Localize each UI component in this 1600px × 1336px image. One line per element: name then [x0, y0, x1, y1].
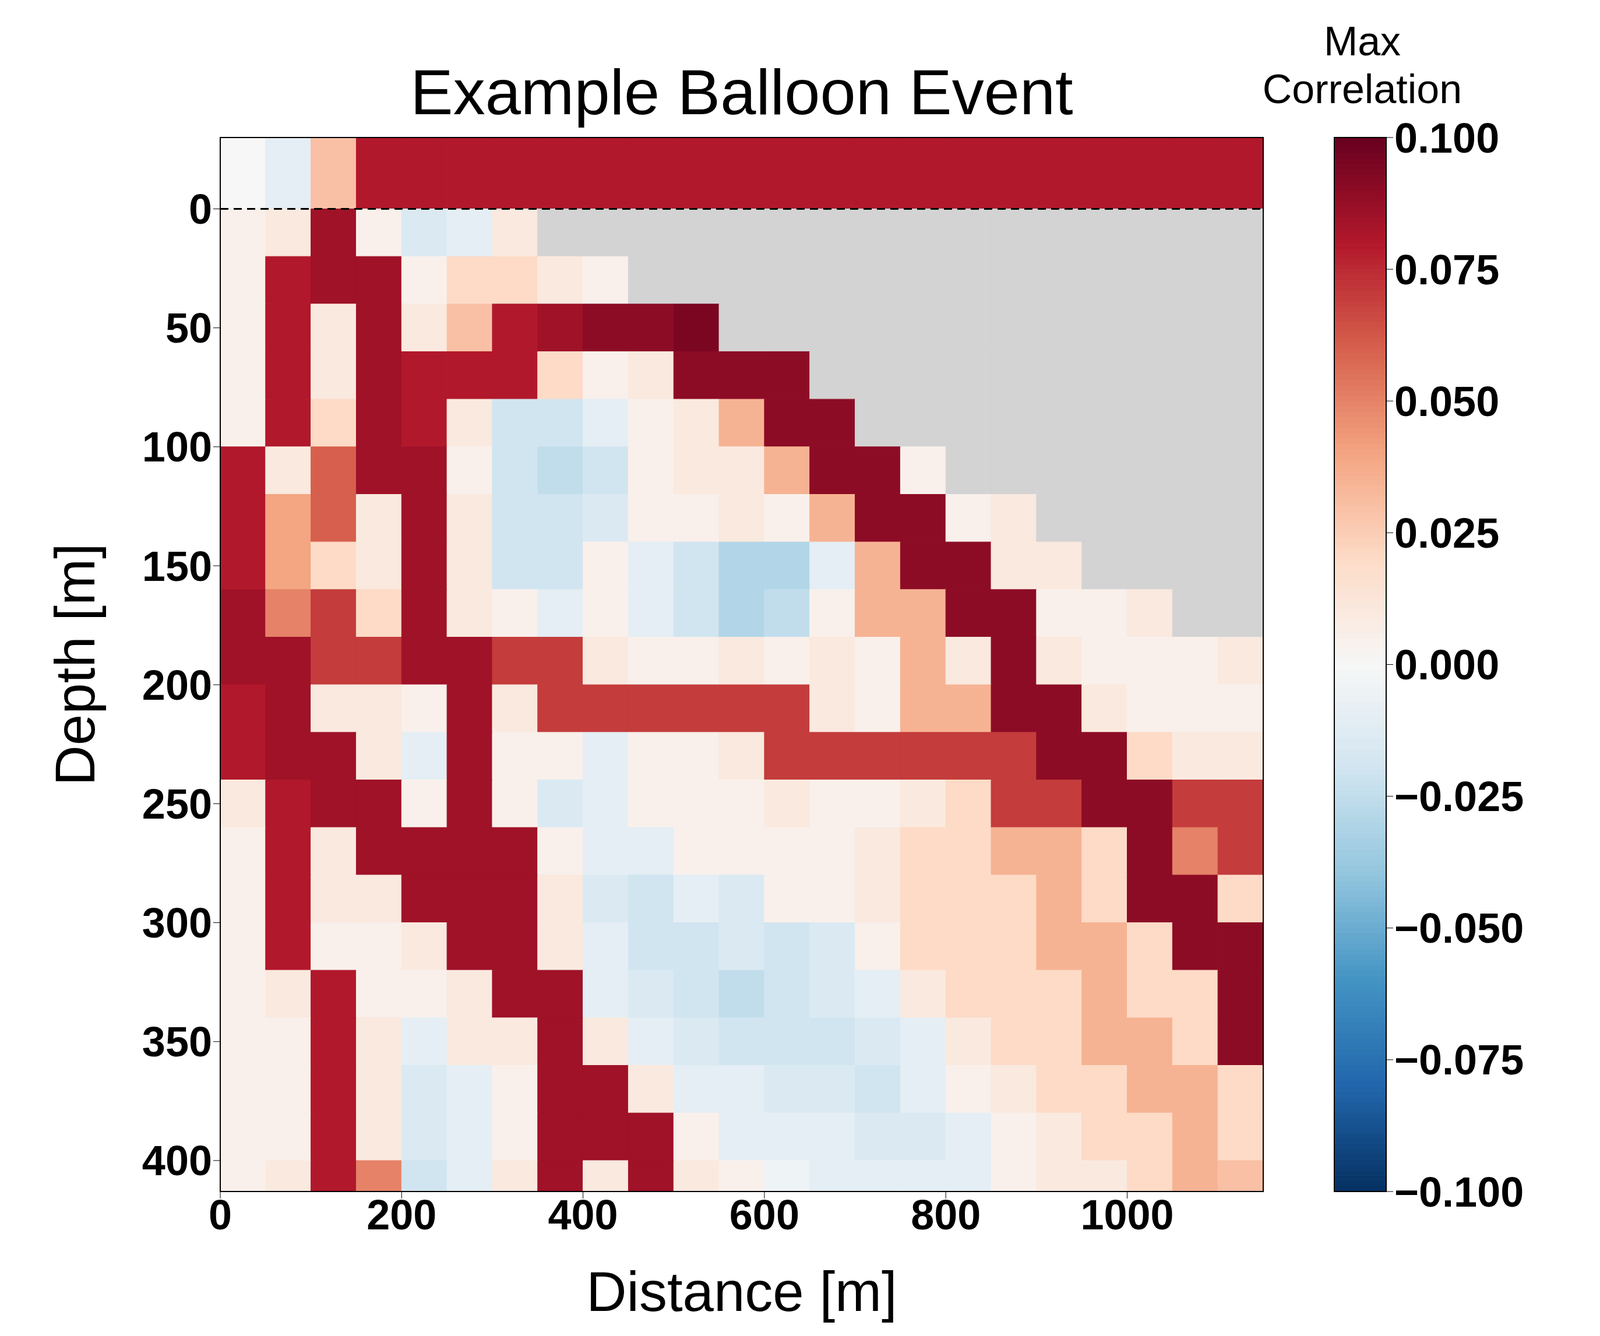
svg-text:400: 400 — [142, 1137, 213, 1184]
svg-text:200: 200 — [142, 661, 213, 709]
svg-text:250: 250 — [142, 780, 213, 828]
svg-text:−0.025: −0.025 — [1394, 773, 1524, 820]
svg-text:0.000: 0.000 — [1394, 641, 1500, 689]
svg-text:Depth [m]: Depth [m] — [43, 543, 107, 786]
svg-text:400: 400 — [548, 1191, 619, 1239]
svg-text:−0.075: −0.075 — [1394, 1036, 1524, 1084]
svg-text:0: 0 — [208, 1191, 232, 1239]
svg-text:300: 300 — [142, 899, 213, 947]
svg-text:1000: 1000 — [1080, 1191, 1174, 1239]
svg-text:0: 0 — [188, 185, 213, 233]
svg-text:0.100: 0.100 — [1394, 114, 1500, 162]
svg-text:0.025: 0.025 — [1394, 509, 1500, 557]
html-text:Example Balloon Event: Example Balloon Event — [410, 55, 1074, 128]
svg-text:−0.050: −0.050 — [1394, 904, 1524, 952]
svg-text:350: 350 — [142, 1018, 213, 1066]
svg-text:50: 50 — [165, 304, 213, 352]
svg-text:600: 600 — [729, 1191, 800, 1239]
html-text:Max Correlation: Max Correlation — [1262, 18, 1463, 112]
svg-text:0.050: 0.050 — [1394, 378, 1500, 425]
svg-text:−0.100: −0.100 — [1394, 1168, 1524, 1216]
svg-text:100: 100 — [142, 423, 213, 471]
svg-text:150: 150 — [142, 543, 213, 590]
svg-text:0.075: 0.075 — [1394, 246, 1500, 294]
svg-text:200: 200 — [366, 1191, 437, 1239]
svg-text:800: 800 — [910, 1191, 981, 1239]
svg-text:Distance [m]: Distance [m] — [586, 1260, 897, 1323]
